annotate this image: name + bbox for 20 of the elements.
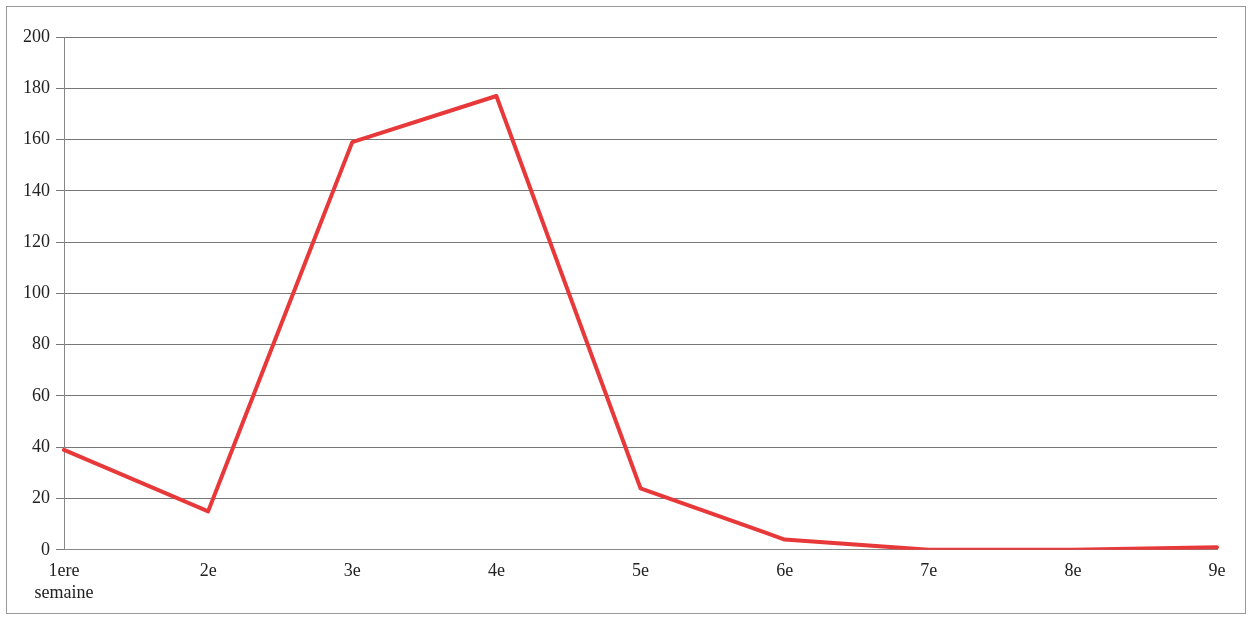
y-tick-label: 20 <box>32 487 50 508</box>
y-tick-label: 40 <box>32 435 50 456</box>
x-tick-label: 1ere semaine <box>34 560 94 602</box>
y-tick-label: 60 <box>32 384 50 405</box>
y-tick-label: 120 <box>23 230 50 251</box>
x-tick-label: 3e <box>343 560 361 581</box>
x-tick-label: 8e <box>1064 560 1082 581</box>
x-tick-label: 7e <box>920 560 938 581</box>
y-tick-label: 140 <box>23 179 50 200</box>
y-tick-label: 160 <box>23 128 50 149</box>
x-tick-label: 4e <box>487 560 505 581</box>
y-tick-label: 100 <box>23 282 50 303</box>
x-tick-label: 9e <box>1208 560 1226 581</box>
y-tick-label: 180 <box>23 77 50 98</box>
x-tick-label: 6e <box>776 560 794 581</box>
y-tick-label: 0 <box>41 538 50 559</box>
y-tick-label: 200 <box>23 25 50 46</box>
y-tick-label: 80 <box>32 333 50 354</box>
x-tick-label: 2e <box>199 560 217 581</box>
x-tick-label: 5e <box>632 560 649 581</box>
